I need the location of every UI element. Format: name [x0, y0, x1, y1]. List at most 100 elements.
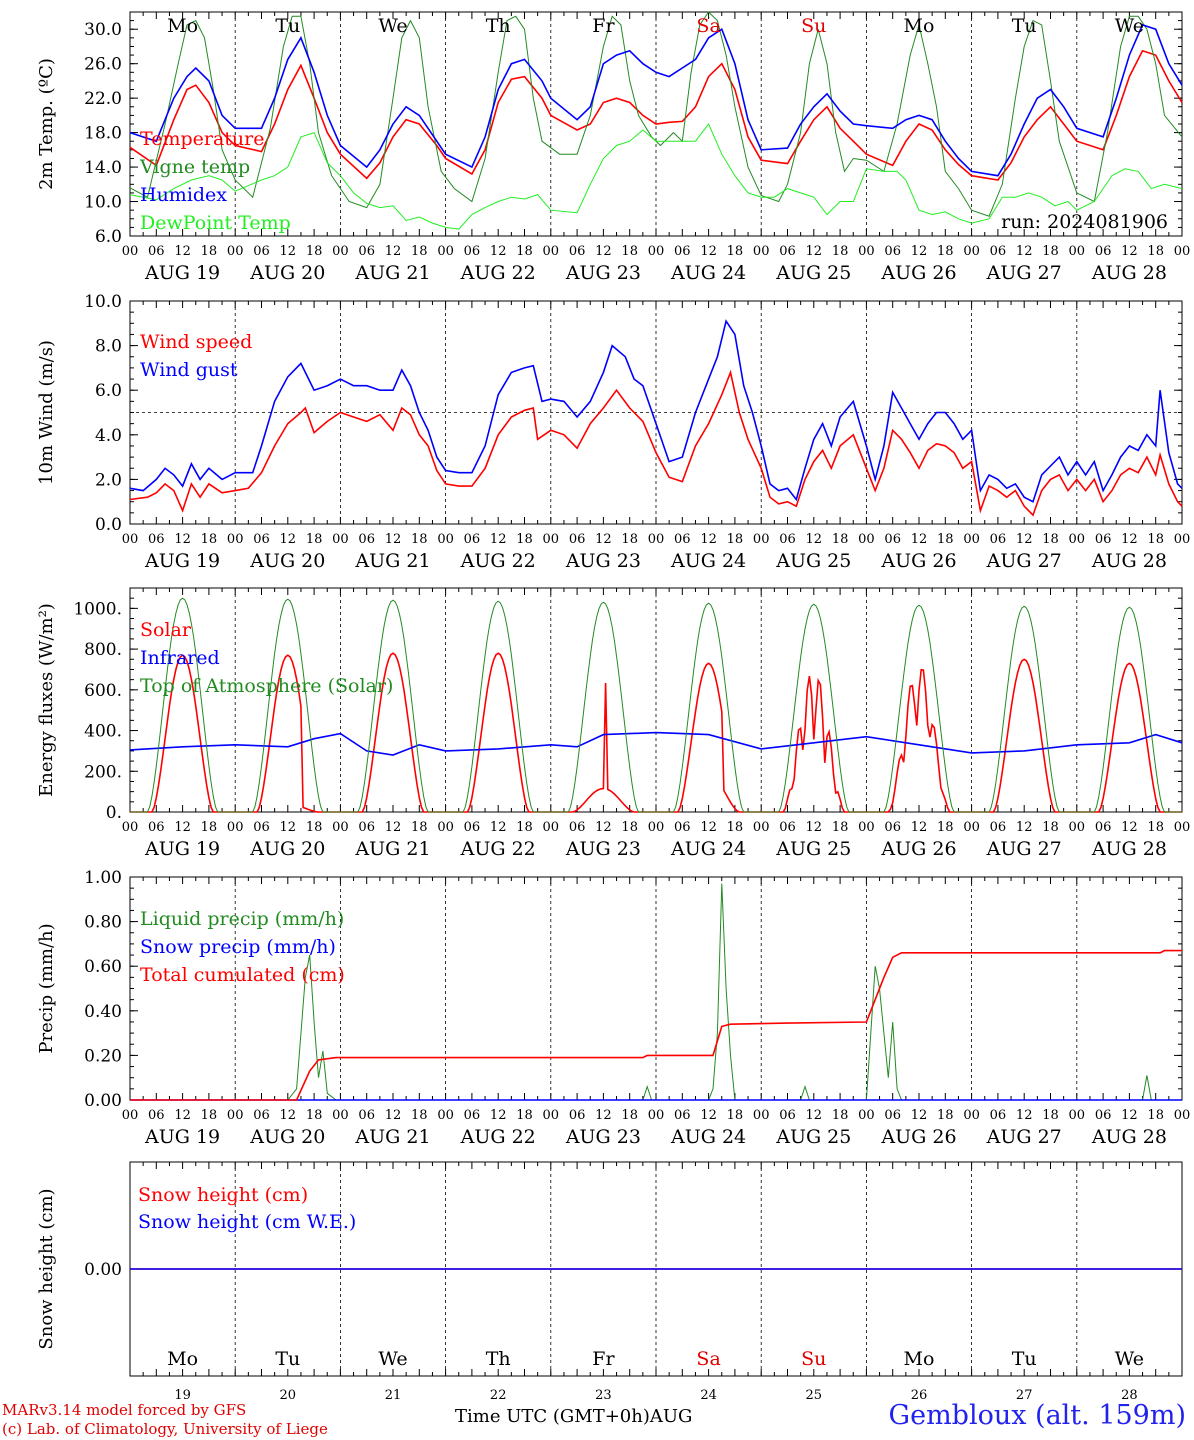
series-line-precip-0	[130, 883, 1182, 1101]
date-label: AUG 24	[670, 1126, 746, 1148]
date-label: AUG 23	[565, 262, 641, 284]
date-label: AUG 22	[460, 1126, 536, 1148]
day-number: 22	[490, 1388, 507, 1403]
hour-tick-label: 06	[990, 1108, 1007, 1123]
hour-tick-label: 06	[779, 532, 796, 547]
hour-tick-label: 06	[253, 1108, 270, 1123]
hour-tick-label: 18	[1147, 1108, 1164, 1123]
y-tick-label: 18.0	[84, 124, 122, 144]
hour-tick-label: 00	[648, 820, 665, 835]
hour-tick-label: 06	[990, 244, 1007, 259]
hour-tick-label: 00	[332, 820, 349, 835]
hour-tick-label: 12	[385, 820, 402, 835]
y-tick-label: 0.	[106, 803, 122, 823]
y-tick-label: 26.0	[84, 55, 122, 75]
hour-tick-label: 00	[648, 244, 665, 259]
y-tick-label: 0.40	[84, 1002, 122, 1022]
location-label: Gembloux (alt. 159m)	[888, 1400, 1186, 1431]
hour-tick-label: 00	[648, 532, 665, 547]
hour-tick-label: 18	[937, 532, 954, 547]
legend-entry: Infrared	[140, 647, 220, 669]
y-tick-label: 1.00	[84, 868, 122, 888]
hour-tick-label: 06	[569, 1108, 586, 1123]
hour-tick-label: 00	[1174, 1108, 1191, 1123]
hour-tick-label: 00	[753, 1108, 770, 1123]
hour-tick-label: 00	[963, 820, 980, 835]
y-tick-label: 400.	[84, 722, 122, 742]
hour-tick-label: 06	[464, 244, 481, 259]
hour-tick-label: 00	[332, 244, 349, 259]
y-tick-label: 0.00	[84, 1091, 122, 1111]
hour-tick-label: 06	[884, 532, 901, 547]
hour-tick-label: 00	[543, 820, 560, 835]
series-line-temp-1	[129, 11, 1183, 217]
weekday-label: Su	[801, 15, 826, 37]
weekday-label: Sa	[696, 1348, 720, 1370]
hour-tick-label: 12	[280, 244, 297, 259]
hour-tick-label: 00	[543, 532, 560, 547]
day-number: 28	[1121, 1388, 1138, 1403]
hour-tick-label: 12	[911, 244, 928, 259]
hour-tick-label: 06	[1095, 820, 1112, 835]
weekday-label: We	[1115, 15, 1144, 37]
hour-tick-label: 06	[674, 820, 691, 835]
day-number: 21	[385, 1388, 402, 1403]
hour-tick-label: 06	[1095, 532, 1112, 547]
legend-entry: DewPoint Temp	[140, 212, 291, 234]
y-tick-label: 0.20	[84, 1046, 122, 1066]
hour-tick-label: 12	[911, 820, 928, 835]
hour-tick-label: 18	[621, 820, 638, 835]
hour-tick-label: 12	[1121, 244, 1138, 259]
hour-tick-label: 18	[727, 532, 744, 547]
hour-tick-label: 00	[1069, 244, 1086, 259]
weekday-label: Tu	[275, 15, 300, 37]
hour-tick-label: 06	[464, 532, 481, 547]
date-label: AUG 24	[670, 262, 746, 284]
series-line-precip-2	[130, 949, 1182, 1101]
hour-tick-label: 06	[358, 820, 375, 835]
hour-tick-label: 18	[832, 820, 849, 835]
hour-tick-label: 12	[700, 244, 717, 259]
date-label: AUG 23	[565, 1126, 641, 1148]
hour-tick-label: 00	[1174, 820, 1191, 835]
weekday-label: Mo	[904, 1348, 935, 1370]
hour-tick-label: 06	[779, 1108, 796, 1123]
hour-tick-label: 18	[306, 532, 323, 547]
weekday-label: Tu	[1012, 1348, 1037, 1370]
hour-tick-label: 18	[727, 1108, 744, 1123]
weekday-label: Fr	[592, 15, 615, 37]
weekday-label: Tu	[275, 1348, 300, 1370]
hour-tick-label: 00	[1174, 532, 1191, 547]
weekday-label: Th	[486, 1348, 511, 1370]
y-tick-label: 22.0	[84, 89, 122, 109]
hour-tick-label: 12	[1121, 532, 1138, 547]
hour-tick-label: 18	[1042, 244, 1059, 259]
hour-tick-label: 06	[253, 820, 270, 835]
date-label: AUG 25	[775, 550, 851, 572]
day-number: 26	[911, 1388, 928, 1403]
hour-tick-label: 18	[411, 1108, 428, 1123]
hour-tick-label: 06	[884, 244, 901, 259]
hour-tick-label: 06	[674, 244, 691, 259]
hour-tick-label: 06	[358, 532, 375, 547]
hour-tick-label: 00	[227, 820, 244, 835]
hour-tick-label: 00	[543, 244, 560, 259]
hour-tick-label: 00	[122, 1108, 139, 1123]
y-tick-label: 30.0	[84, 20, 122, 40]
y-axis-label: Precip (mm/h)	[36, 923, 57, 1053]
day-number: 19	[174, 1388, 191, 1403]
legend-entry: Temperature	[140, 128, 264, 150]
legend-entry: Solar	[140, 619, 192, 641]
hour-tick-label: 00	[1069, 532, 1086, 547]
y-tick-label: 0.0	[95, 515, 122, 535]
hour-tick-label: 18	[1042, 532, 1059, 547]
hour-tick-label: 18	[201, 1108, 218, 1123]
weekday-label: We	[378, 1348, 407, 1370]
y-tick-label: 4.0	[95, 426, 122, 446]
date-label: AUG 22	[460, 550, 536, 572]
hour-tick-label: 12	[700, 1108, 717, 1123]
hour-tick-label: 00	[1069, 1108, 1086, 1123]
hour-tick-label: 00	[753, 532, 770, 547]
hour-tick-label: 18	[411, 820, 428, 835]
